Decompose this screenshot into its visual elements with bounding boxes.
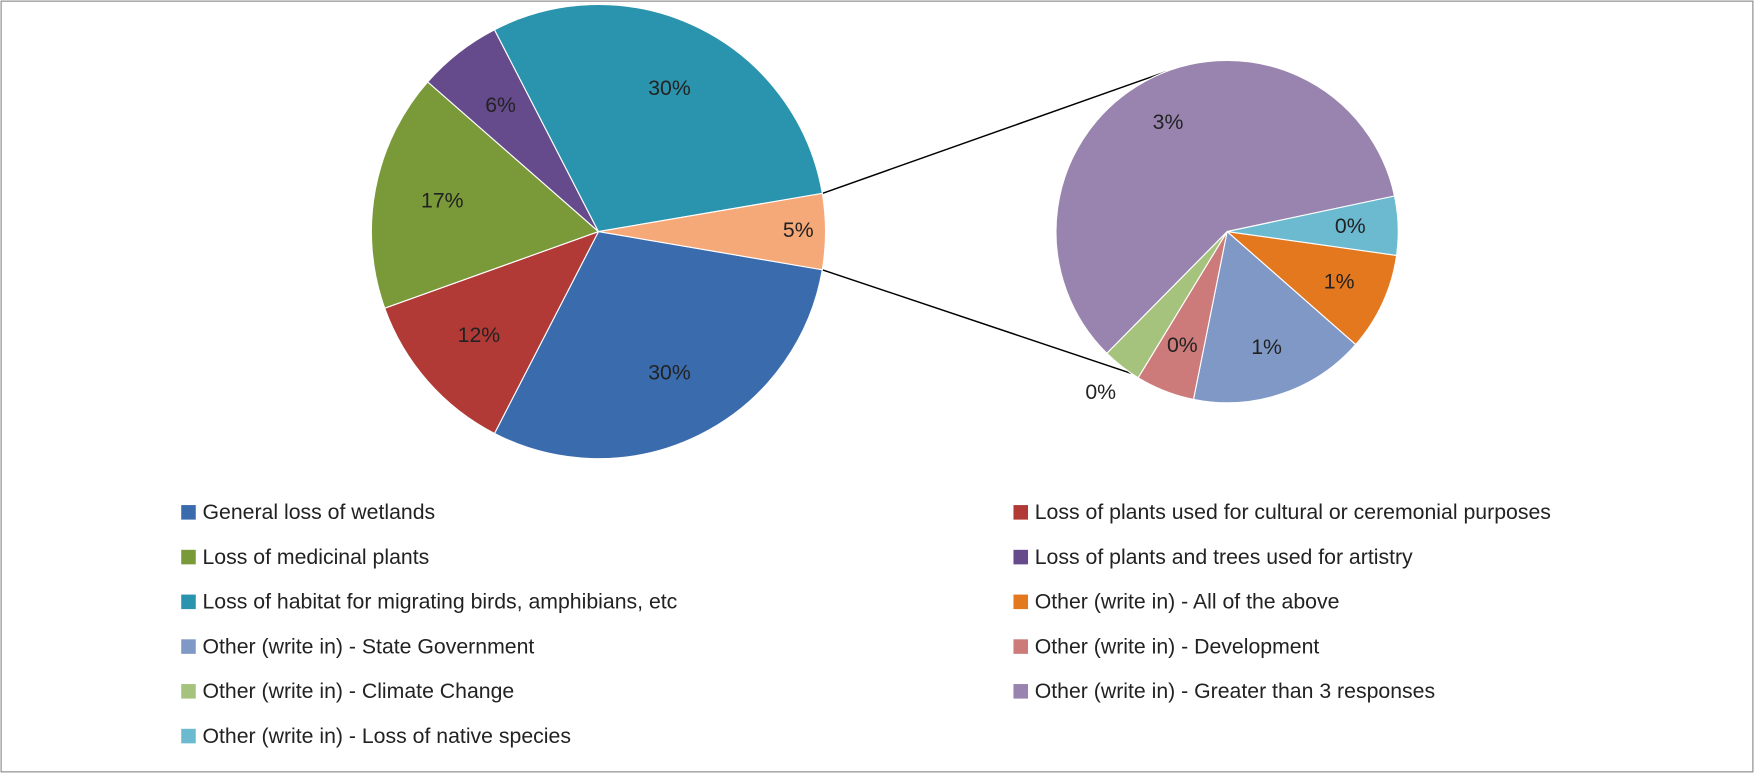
pie-slice (1192, 230, 1357, 404)
legend-label: Loss of plants used for cultural or cere… (1035, 500, 1551, 524)
slice-label: 0% (1085, 380, 1116, 404)
legend-swatch (181, 594, 196, 610)
legend-swatch (1013, 639, 1029, 654)
pie-slice (493, 3, 823, 233)
pie-slice (1227, 195, 1399, 257)
pie-slice (370, 81, 600, 309)
legend-label: Other (write in) - Development (1035, 634, 1320, 658)
legend-label: Other (write in) - All of the above (1035, 590, 1340, 614)
slice-label: 5% (783, 218, 814, 242)
slice-label: 1% (1251, 335, 1282, 359)
pie-slice (493, 230, 823, 460)
legend-swatch (1013, 549, 1029, 565)
legend-swatch (181, 639, 196, 654)
pie-slice (1225, 230, 1398, 346)
connector-line (822, 71, 1167, 195)
legend-swatch (181, 728, 196, 744)
slice-label: 3% (1153, 110, 1184, 134)
legend-label: Loss of habitat for migrating birds, amp… (202, 590, 677, 614)
legend-label: Other (write in) - Greater than 3 respon… (1035, 679, 1435, 703)
legend-swatch (181, 549, 196, 565)
legend-label: Other (write in) - Climate Change (202, 679, 514, 703)
connectors (822, 71, 1167, 375)
legend-swatch (1013, 684, 1029, 699)
pie-slice (1055, 59, 1396, 355)
legend-swatch (1013, 594, 1029, 610)
legend-swatch (1013, 505, 1029, 520)
slice-label: 0% (1335, 214, 1366, 238)
legend-swatch (181, 684, 196, 699)
legend-label: Other (write in) - State Government (202, 634, 534, 658)
legend-label: General loss of wetlands (202, 500, 435, 524)
pie-slice (383, 230, 600, 435)
slice-label: 12% (458, 323, 501, 347)
pies: 30% 12% 17% 6% 30% 5% 1% 1% 0% 0% 3% 0% (370, 3, 1399, 460)
slice-label: 1% (1324, 270, 1355, 294)
slice-label: 17% (421, 189, 464, 213)
legend-label: Loss of medicinal plants (202, 545, 429, 569)
slice-label: 30% (648, 360, 691, 384)
slice-label: 6% (485, 93, 516, 117)
slice-label: 30% (648, 76, 691, 100)
legend: General loss of wetlands Loss of plants u… (181, 500, 1551, 748)
legend-label: Other (write in) - Loss of native specie… (202, 724, 570, 748)
connector-line (822, 269, 1132, 375)
legend-swatch (181, 505, 196, 520)
pie-slice-other (598, 192, 827, 271)
legend-label: Loss of plants and trees used for artist… (1035, 545, 1413, 569)
slice-label: 0% (1167, 333, 1198, 357)
